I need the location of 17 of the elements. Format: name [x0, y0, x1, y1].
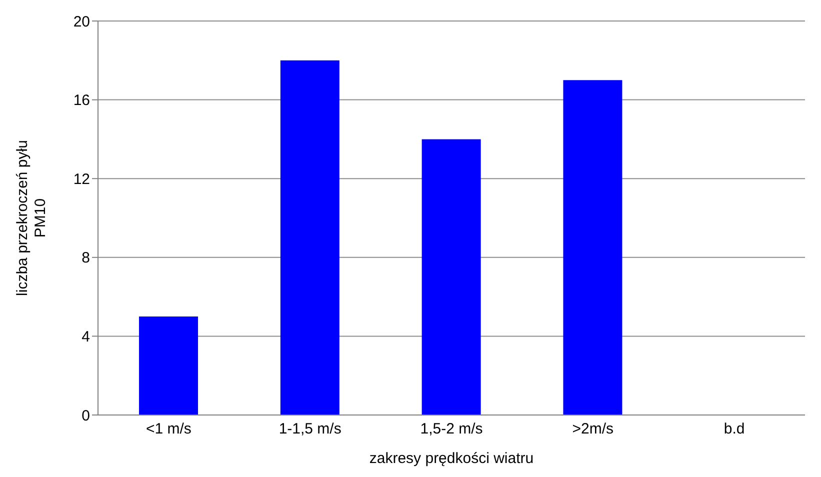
bar — [563, 80, 622, 415]
bar — [280, 60, 340, 415]
x-tick-label: b.d — [724, 420, 745, 438]
x-tick-label: <1 m/s — [146, 420, 192, 438]
y-tick-label: 12 — [73, 170, 90, 188]
y-tick-label: 16 — [73, 92, 90, 110]
y-tick-label: 4 — [82, 328, 90, 346]
bar — [422, 139, 481, 415]
x-axis-title: zakresy prędkości wiatru — [369, 450, 534, 467]
x-tick-label: >2m/s — [572, 420, 614, 438]
x-tick-label: 1-1,5 m/s — [278, 420, 342, 438]
x-tick-label: 1,5-2 m/s — [420, 420, 483, 438]
y-axis-title: liczba przekroczeń pyłu PM10 — [14, 140, 49, 296]
y-tick-label: 8 — [82, 250, 90, 267]
y-tick-label: 20 — [73, 13, 90, 30]
y-tick-label: 0 — [82, 407, 90, 424]
bar — [139, 316, 198, 415]
